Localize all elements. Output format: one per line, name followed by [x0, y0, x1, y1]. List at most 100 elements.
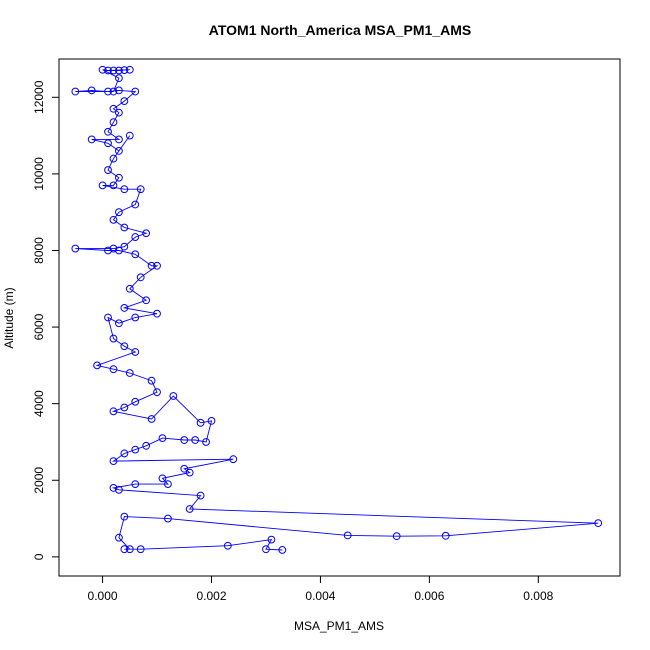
data-point — [185, 468, 194, 477]
data-point — [104, 313, 112, 322]
x-tick-label: 0.004 — [305, 589, 335, 603]
data-point — [142, 229, 151, 238]
data-point — [120, 66, 129, 75]
data-point — [120, 185, 129, 194]
data-point — [115, 246, 123, 255]
data-point — [180, 436, 189, 444]
data-point — [104, 246, 112, 255]
data-point — [131, 445, 140, 454]
data-point — [71, 87, 80, 96]
data-point — [109, 365, 118, 374]
data-point — [196, 491, 205, 500]
data-point — [104, 127, 112, 136]
data-point — [343, 531, 352, 540]
x-tick-label: 0.002 — [196, 589, 226, 603]
data-point — [125, 284, 134, 293]
y-tick-label: 8000 — [32, 237, 46, 264]
data-point — [202, 438, 210, 446]
data-point — [196, 418, 205, 427]
x-axis: 0.000 0.002 0.004 0.006 0.008 — [88, 575, 554, 603]
data-point — [109, 87, 118, 96]
data-point — [120, 545, 129, 554]
data-point — [267, 535, 276, 544]
data-point — [180, 464, 189, 473]
data-point — [136, 545, 145, 554]
data-point — [229, 455, 238, 464]
data-point — [98, 65, 107, 74]
data-point — [153, 388, 161, 397]
data-point — [115, 66, 123, 75]
data-point — [115, 173, 123, 182]
data-point — [142, 441, 151, 450]
data-point — [594, 519, 603, 528]
data-point — [169, 392, 178, 400]
data-point — [120, 242, 129, 251]
plot-frame — [58, 58, 621, 577]
data-point — [109, 334, 118, 343]
data-point — [262, 545, 270, 554]
data-point — [120, 342, 129, 351]
data-point — [98, 181, 107, 190]
data-point — [131, 250, 140, 259]
data-point — [191, 436, 200, 444]
data-point — [147, 415, 156, 423]
x-tick-label: 0.008 — [523, 589, 553, 603]
data-point — [120, 97, 129, 106]
data-point — [153, 309, 161, 318]
data-point — [109, 407, 118, 416]
data-point — [109, 457, 118, 466]
data-point — [87, 86, 96, 95]
data-point — [115, 208, 123, 217]
y-tick-label: 6000 — [32, 313, 46, 340]
data-point — [392, 532, 401, 541]
data-point — [115, 108, 123, 117]
data-point — [115, 74, 123, 83]
data-point — [115, 319, 123, 328]
data-point — [115, 147, 123, 155]
data-point — [147, 376, 156, 385]
y-tick-label: 12000 — [32, 80, 46, 114]
data-point — [93, 361, 102, 370]
data-point — [131, 87, 140, 96]
data-point — [109, 118, 118, 127]
data-point — [136, 185, 145, 194]
data-point — [158, 474, 167, 483]
data-point — [109, 215, 118, 224]
data-point — [87, 135, 96, 144]
data-point — [109, 104, 118, 113]
data-point — [120, 403, 129, 412]
x-tick-label: 0.006 — [414, 589, 444, 603]
x-tick-label: 0.000 — [88, 589, 118, 603]
data-point — [109, 244, 118, 253]
data-point — [147, 261, 156, 270]
data-point — [278, 546, 287, 554]
data-point — [185, 505, 194, 513]
data-point — [104, 166, 112, 174]
data-point — [125, 545, 134, 554]
data-point — [158, 434, 167, 443]
data-point — [131, 397, 140, 406]
data-point — [120, 449, 129, 458]
x-axis-label: MSA_PM1_AMS — [294, 619, 384, 633]
data-point — [136, 273, 145, 282]
series-line — [75, 69, 599, 551]
data-point — [109, 66, 118, 75]
series-path — [75, 69, 599, 551]
data-point — [71, 244, 80, 253]
data-point — [125, 131, 134, 140]
y-tick-label: 0 — [32, 553, 46, 560]
data-point — [120, 223, 129, 232]
data-point — [104, 66, 112, 75]
y-tick-label: 4000 — [32, 390, 46, 417]
data-point — [125, 65, 134, 74]
data-point — [109, 181, 118, 190]
data-point — [164, 514, 172, 523]
chart-title: ATOM1 North_America MSA_PM1_AMS — [209, 22, 471, 38]
data-point — [109, 484, 118, 492]
data-point — [131, 233, 140, 241]
data-point — [120, 304, 129, 312]
data-point — [109, 154, 118, 163]
data-point — [115, 86, 123, 95]
data-point — [131, 480, 140, 488]
data-point — [125, 369, 134, 377]
